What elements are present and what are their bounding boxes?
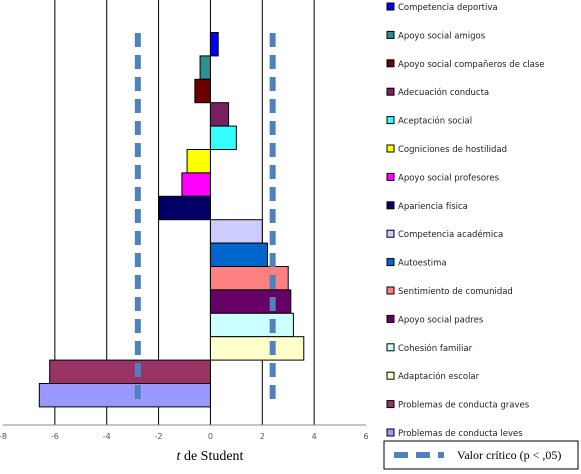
x-tick-labels: -8 -6 -4 -2 0 2 4 6: [0, 432, 369, 441]
legend-swatch: [386, 314, 395, 323]
x-tick-label: -2: [155, 432, 163, 441]
bar: [209, 125, 237, 150]
bar: [209, 219, 263, 244]
legend-label: Autoestima: [398, 259, 447, 269]
legend-label: Adaptación escolar: [398, 371, 480, 382]
legend-swatch: [386, 2, 395, 11]
x-tick-label: 2: [260, 432, 265, 441]
legend-swatch: [386, 428, 395, 437]
bar: [194, 78, 211, 104]
legend-label: Problemas de conducta graves: [398, 401, 530, 411]
bar: [199, 55, 211, 80]
bar: [38, 383, 211, 408]
legend-label: Apariencia física: [398, 202, 468, 212]
legend-swatch: [386, 30, 395, 39]
legend-swatch: [386, 258, 395, 267]
legend-label: Competencia académica: [398, 229, 503, 240]
legend-swatch: [386, 201, 395, 210]
legend-label: Problemas de conducta leves: [398, 429, 523, 439]
bar: [209, 266, 289, 291]
x-tick-label: -6: [51, 432, 59, 441]
bar: [49, 359, 211, 385]
legend-label: Aceptación social: [398, 116, 472, 127]
legend-label: Apoyo social amigos: [398, 31, 486, 41]
x-axis-label: t de Student: [177, 449, 244, 464]
critical-value-legend: Valor crítico (p < ,05): [383, 440, 579, 470]
bar: [186, 149, 211, 174]
bar: [209, 312, 294, 338]
x-tick-label: -4: [103, 432, 111, 441]
legend-swatch: [386, 286, 395, 295]
legend-swatch: [386, 371, 395, 380]
legend-swatch: [386, 144, 395, 153]
bar: [209, 289, 292, 314]
legend-label: Apoyo social profesores: [398, 173, 500, 183]
legend-label: Apoyo social padres: [398, 315, 484, 325]
bar: [181, 172, 211, 197]
bar: [209, 32, 219, 57]
bar: [209, 242, 268, 268]
legend-label: Sentimiento de comunidad: [398, 287, 513, 297]
legend-swatch: [386, 172, 395, 181]
legend-label: Cogniciones de hostilidad: [398, 145, 507, 155]
bars: [38, 32, 305, 408]
legend-label: Competencia deportiva: [398, 3, 498, 13]
bar: [209, 102, 230, 127]
legend-swatch: [386, 116, 395, 125]
legend-swatch: [386, 59, 395, 68]
legend-label: Adecuación conducta: [398, 87, 489, 98]
legend-swatch: [386, 87, 395, 96]
bar: [209, 336, 305, 361]
critical-value-lines: [134, 33, 276, 403]
legend-swatch: [386, 400, 395, 409]
legend: Competencia deportiva Apoyo social amigos…: [386, 2, 545, 439]
x-tick-label: 0: [208, 432, 213, 441]
legend-label: Cohesión familiar: [398, 343, 473, 354]
bar: [158, 195, 211, 221]
legend-swatch: [386, 229, 395, 238]
x-tick-label: -8: [0, 432, 7, 441]
x-tick-label: 6: [363, 432, 368, 441]
critical-legend-label: Valor crítico (p < ,05): [457, 448, 561, 462]
legend-label: Apoyo social compañeros de clase: [398, 60, 545, 70]
x-tick-label: 4: [312, 432, 317, 441]
legend-swatch: [386, 343, 395, 352]
